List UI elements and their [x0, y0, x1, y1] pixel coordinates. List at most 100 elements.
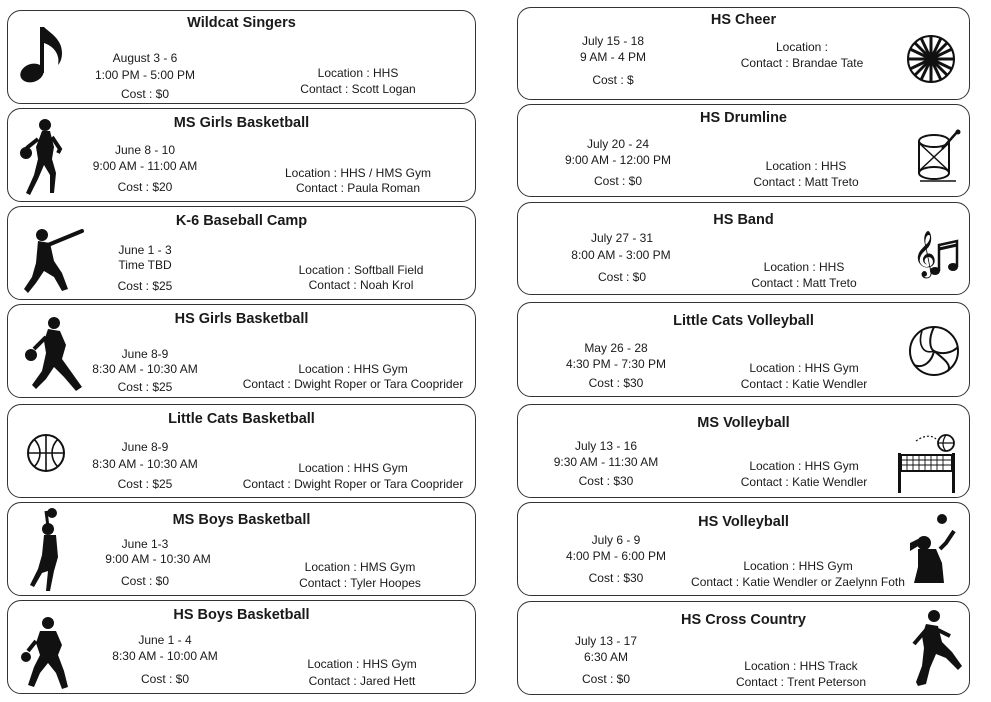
baseball-batter-icon — [20, 227, 84, 297]
camp-cost: Cost : $0 — [120, 574, 170, 588]
camp-card-little-cats-volleyball: Little Cats Volleyball May 26 - 28 4:30 … — [517, 302, 970, 397]
camp-location: Location : HHS Gym — [743, 559, 853, 573]
camp-location: Location : HHS Gym — [749, 459, 859, 473]
camp-cost: Cost : $30 — [578, 474, 634, 488]
camp-contact: Contact : Noah Krol — [308, 278, 414, 292]
camp-card-hs-band: HS Band 𝄞 July 27 - 31 8:00 AM - 3:00 PM… — [517, 202, 970, 295]
camp-dates: June 1 - 4 — [138, 633, 192, 647]
camp-title: Little Cats Volleyball — [673, 313, 814, 329]
camp-card-hs-cheer: HS Cheer July 15 - 18 9 AM - 4 PM Cost :… — [517, 7, 970, 100]
camp-dates: July 15 - 18 — [581, 34, 645, 48]
camp-title: HS Volleyball — [698, 514, 789, 530]
camp-times: 9:00 AM - 11:00 AM — [92, 159, 198, 173]
camp-contact: Contact : Katie Wendler or Zaelynn Foth — [691, 575, 905, 589]
girl-dribbling-icon — [22, 315, 86, 393]
camp-times: 8:00 AM - 3:00 PM — [571, 248, 671, 262]
camp-location: Location : HHS — [765, 159, 847, 173]
camp-times: 9:00 AM - 10:30 AM — [105, 552, 211, 566]
camp-location: Location : HMS Gym — [304, 560, 416, 574]
camp-contact: Contact : Matt Treto — [751, 276, 857, 290]
camp-title: HS Boys Basketball — [173, 607, 310, 623]
volleyball-spiker-icon — [896, 513, 960, 585]
camp-cost: Cost : $0 — [120, 87, 170, 101]
camp-location: Location : HHS / HMS Gym — [284, 166, 432, 180]
camp-title: MS Girls Basketball — [173, 115, 310, 131]
camp-title: HS Cheer — [710, 12, 777, 28]
basketball-icon — [26, 433, 66, 473]
volleyball-net-icon — [896, 431, 958, 495]
camp-location: Location : — [775, 40, 829, 54]
camp-location: Location : HHS — [763, 260, 845, 274]
camp-card-hs-boys-basketball: HS Boys Basketball June 1 - 4 8:30 AM - … — [7, 600, 476, 694]
camp-title: Little Cats Basketball — [168, 411, 315, 427]
camp-contact: Contact : Dwight Roper or Tara Cooprider — [242, 477, 464, 491]
camp-times: 6:30 AM — [583, 650, 629, 664]
camp-dates: August 3 - 6 — [112, 51, 178, 65]
camp-cost: Cost : $25 — [117, 279, 173, 293]
camp-cost: Cost : $ — [592, 73, 634, 87]
camp-contact: Contact : Matt Treto — [753, 175, 859, 189]
camp-title: HS Cross Country — [681, 612, 806, 628]
camp-card-hs-drumline: HS Drumline July 20 - 24 9:00 AM - 12:00… — [517, 104, 970, 197]
camp-dates: May 26 - 28 — [584, 341, 648, 355]
camp-title: MS Volleyball — [697, 415, 790, 431]
camp-dates: July 6 - 9 — [591, 533, 641, 547]
camp-dates: July 13 - 17 — [574, 634, 638, 648]
camp-contact: Contact : Katie Wendler — [740, 475, 868, 489]
camp-location: Location : Softball Field — [298, 263, 424, 277]
camp-title: HS Drumline — [699, 110, 787, 126]
camp-card-wildcat-singers: Wildcat Singers August 3 - 6 1:00 PM - 5… — [7, 10, 476, 104]
music-note-icon — [18, 23, 66, 85]
camp-card-ms-boys-basketball: MS Boys Basketball June 1-3 9:00 AM - 10… — [7, 502, 476, 596]
camp-times: 4:30 PM - 7:30 PM — [565, 357, 667, 371]
boy-shooting-icon — [28, 507, 68, 593]
camp-location: Location : HHS Gym — [307, 657, 417, 671]
camp-card-ms-girls-basketball: MS Girls Basketball June 8 - 10 9:00 AM … — [7, 108, 476, 202]
camp-contact: Contact : Brandae Tate — [740, 56, 864, 70]
camp-cost: Cost : $25 — [117, 380, 173, 394]
camp-cost: Cost : $0 — [581, 672, 631, 686]
camp-card-ms-volleyball: MS Volleyball July 13 - 16 9:30 AM - 11:… — [517, 404, 970, 498]
camp-times: Time TBD — [118, 258, 172, 272]
camp-times: 1:00 PM - 5:00 PM — [94, 68, 196, 82]
camp-dates: June 1 - 3 — [118, 243, 172, 257]
music-notes-icon: 𝄞 — [913, 225, 963, 279]
camp-cost: Cost : $0 — [597, 270, 647, 284]
camp-dates: June 8-9 — [121, 440, 169, 454]
camp-location: Location : HHS Gym — [298, 362, 408, 376]
boy-dribbling-icon — [18, 615, 74, 691]
camp-cost: Cost : $0 — [140, 672, 190, 686]
pom-pom-icon — [906, 34, 956, 84]
camp-dates: June 8 - 10 — [114, 143, 176, 157]
camp-cost: Cost : $25 — [117, 477, 173, 491]
camp-title: HS Girls Basketball — [174, 311, 309, 327]
camp-location: Location : HHS — [317, 66, 399, 80]
volleyball-icon — [908, 325, 960, 377]
camp-card-k6-baseball: K-6 Baseball Camp June 1 - 3 Time TBD Co… — [7, 206, 476, 300]
camp-times: 8:30 AM - 10:30 AM — [92, 457, 198, 471]
camp-title: MS Boys Basketball — [172, 512, 311, 528]
camp-times: 9 AM - 4 PM — [579, 50, 647, 64]
camp-dates: July 13 - 16 — [574, 439, 638, 453]
drum-icon — [916, 129, 962, 183]
camp-title: HS Band — [713, 212, 774, 228]
camp-contact: Contact : Katie Wendler — [740, 377, 868, 391]
camp-dates: June 8-9 — [121, 347, 169, 361]
camp-contact: Contact : Dwight Roper or Tara Cooprider — [242, 377, 464, 391]
camp-contact: Contact : Tyler Hoopes — [299, 576, 421, 590]
camp-title: K-6 Baseball Camp — [175, 213, 308, 229]
camp-times: 9:00 AM - 12:00 PM — [564, 153, 672, 167]
camp-dates: July 20 - 24 — [586, 137, 650, 151]
camp-cost: Cost : $0 — [593, 174, 643, 188]
camp-card-hs-cross-country: HS Cross Country July 13 - 17 6:30 AM Co… — [517, 601, 970, 695]
camp-contact: Contact : Trent Peterson — [735, 675, 867, 689]
runner-icon — [900, 608, 966, 692]
camp-card-little-cats-basketball: Little Cats Basketball June 8-9 8:30 AM … — [7, 404, 476, 498]
camp-times: 8:30 AM - 10:00 AM — [112, 649, 218, 663]
camp-cost: Cost : $30 — [588, 376, 644, 390]
camp-location: Location : HHS Track — [744, 659, 858, 673]
camp-times: 4:00 PM - 6:00 PM — [565, 549, 667, 563]
camp-dates: July 27 - 31 — [590, 231, 654, 245]
camp-card-hs-volleyball: HS Volleyball July 6 - 9 4:00 PM - 6:00 … — [517, 502, 970, 596]
svg-text:𝄞: 𝄞 — [913, 231, 937, 279]
